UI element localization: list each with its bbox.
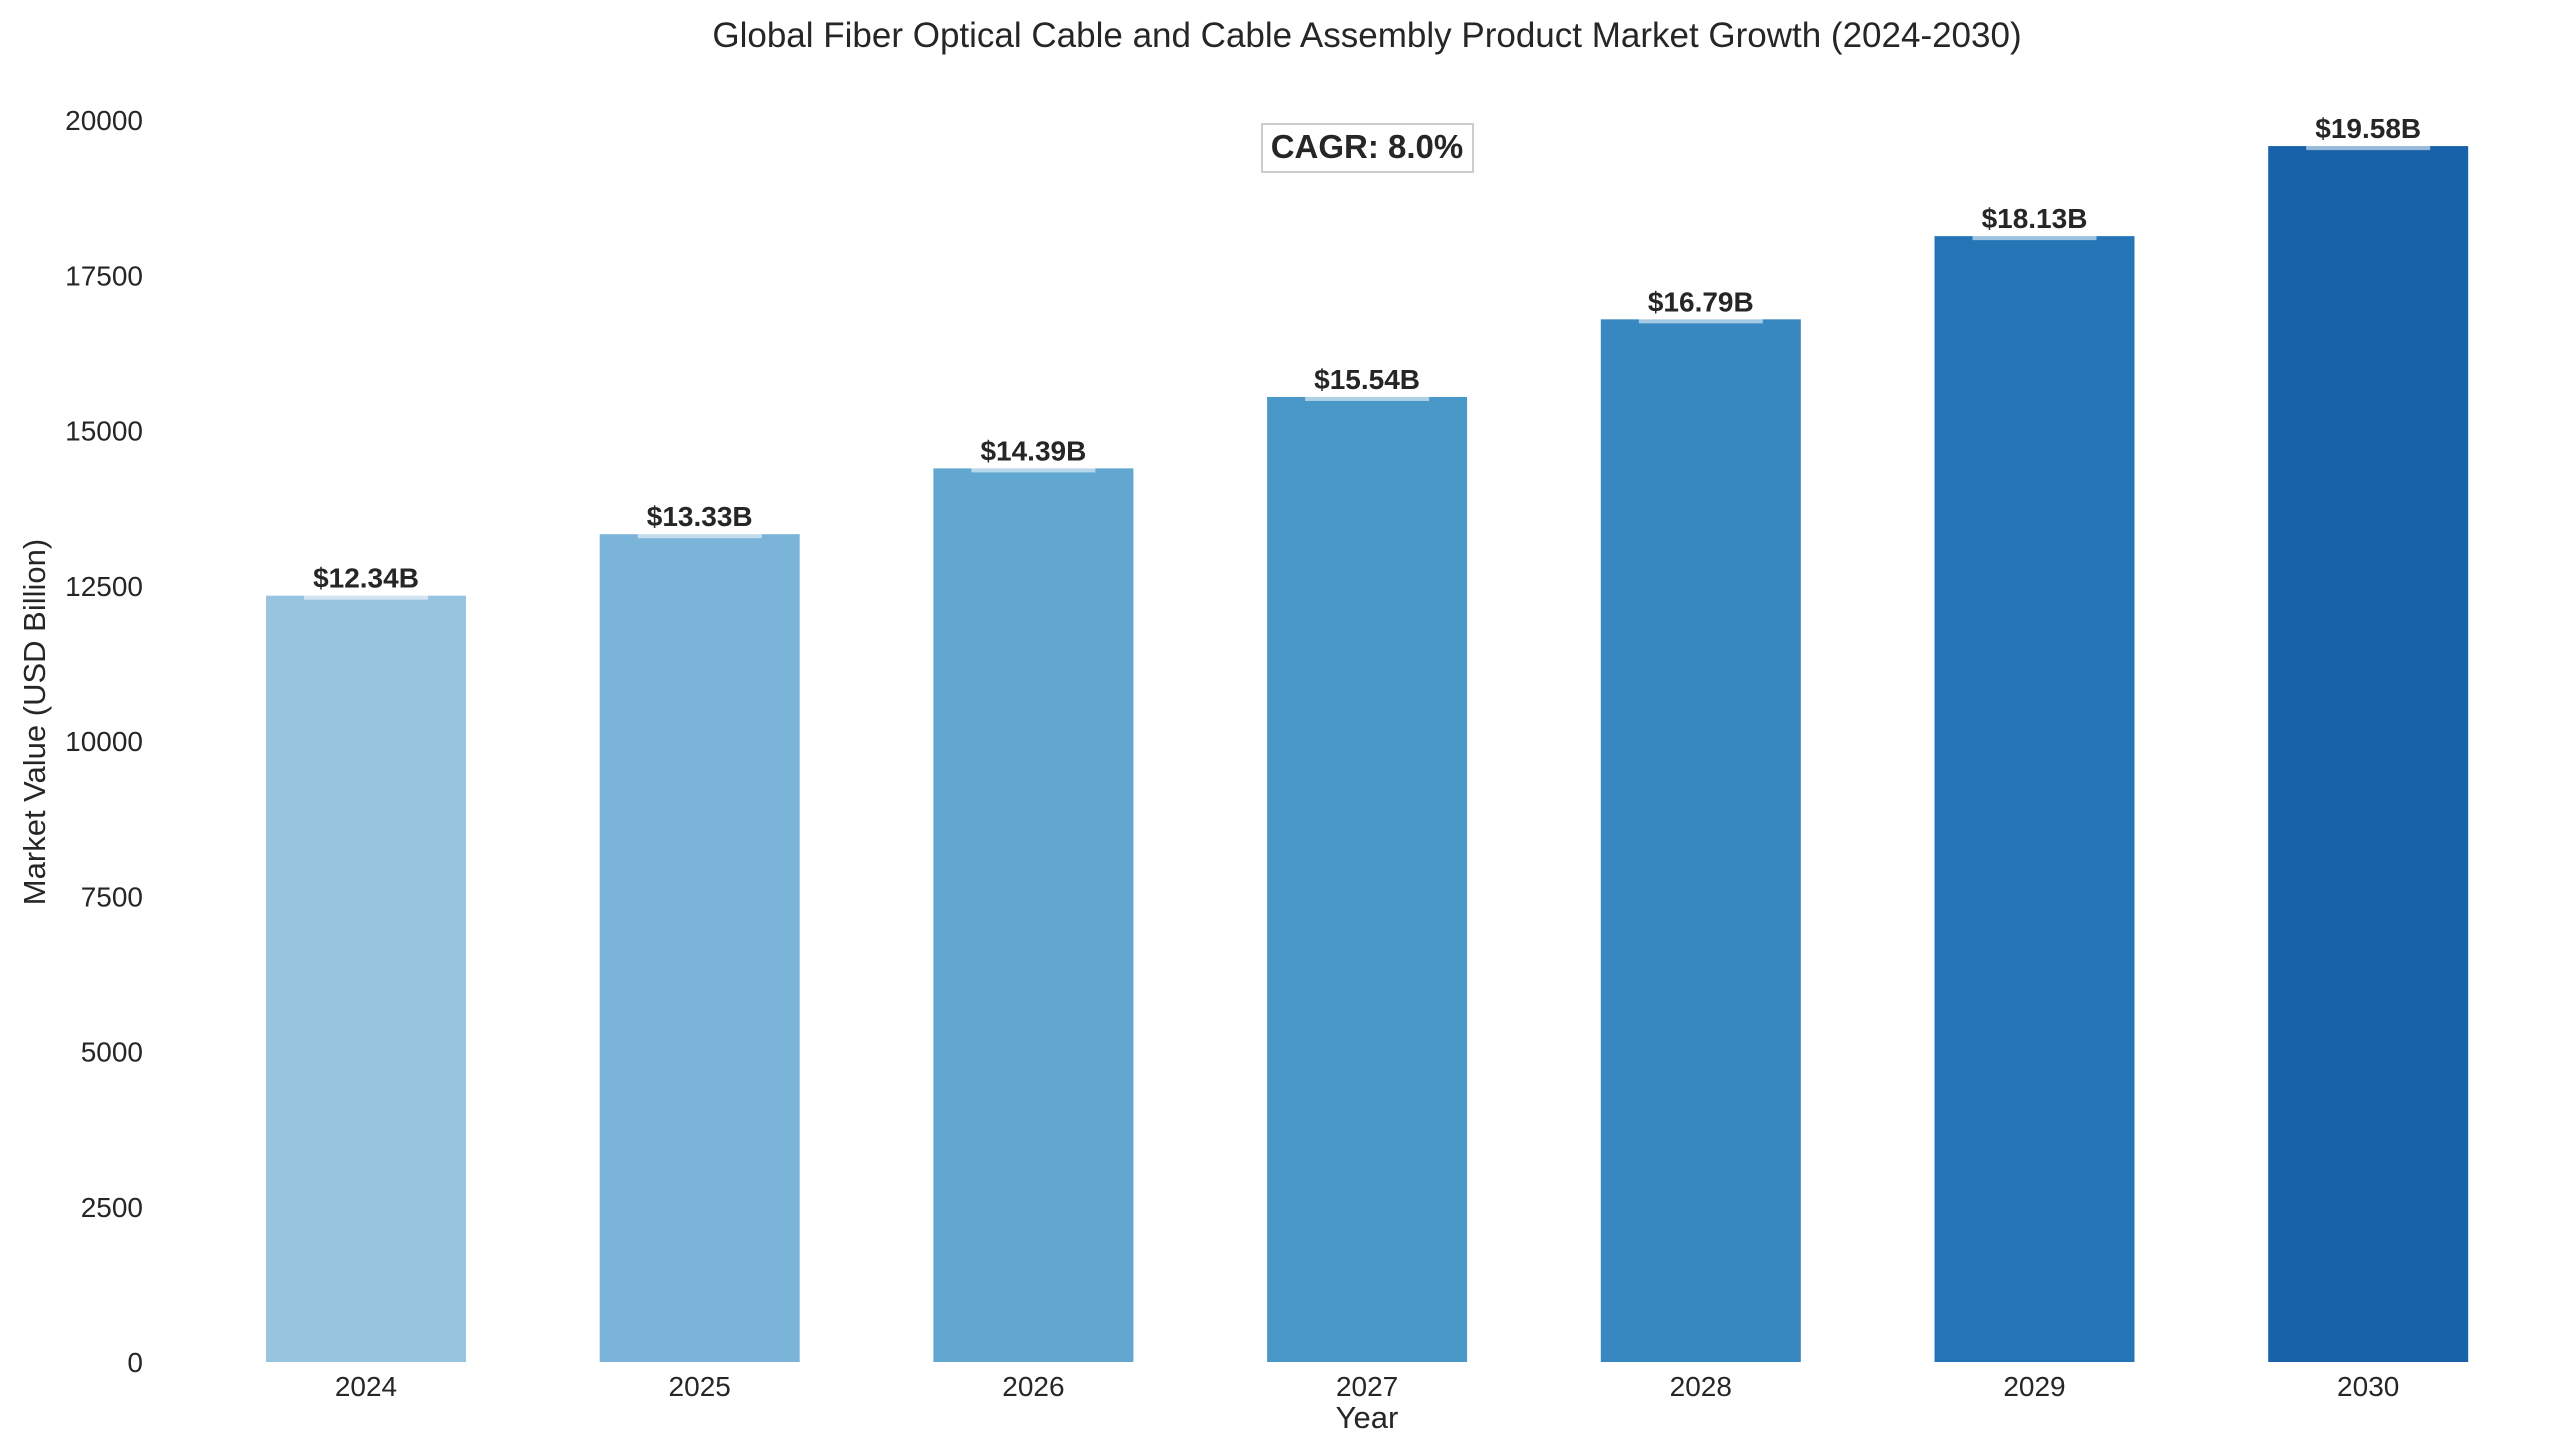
bar — [933, 468, 1134, 1363]
cagr-annotation-box — [1261, 123, 1474, 173]
data-label-background — [637, 530, 762, 539]
x-axis-label: Year — [1336, 1400, 1399, 1435]
data-label: $18.13B — [1982, 203, 2088, 234]
data-label: $19.58B — [2315, 113, 2421, 144]
cagr-annotation: CAGR: 8.0% — [1261, 123, 1474, 173]
bar — [1934, 236, 2135, 1363]
x-tick-label: 2024 — [335, 1371, 397, 1402]
data-label-background — [1305, 392, 1430, 401]
bar — [1600, 319, 1801, 1362]
bar — [599, 534, 800, 1362]
x-axis-ticks: 2024 2025 2026 2027 2028 2029 2030 — [335, 1371, 2399, 1402]
y-tick-label: 0 — [127, 1347, 143, 1378]
chart-title: Global Fiber Optical Cable and Cable Ass… — [712, 16, 2021, 55]
x-tick-label: 2025 — [669, 1371, 731, 1402]
x-tick-label: 2030 — [2337, 1371, 2399, 1402]
y-tick-label: 2500 — [81, 1192, 143, 1223]
y-tick-label: 17500 — [65, 260, 143, 291]
data-label-background — [971, 464, 1096, 473]
bar — [2268, 146, 2469, 1362]
data-label-background — [1972, 232, 2097, 241]
bar-series — [266, 146, 2469, 1363]
x-tick-label: 2029 — [2003, 1371, 2065, 1402]
data-label: $16.79B — [1648, 286, 1754, 317]
y-tick-label: 7500 — [81, 881, 143, 912]
x-tick-label: 2026 — [1002, 1371, 1064, 1402]
data-labels: $12.34B $13.33B $14.39B $15.54B $16.79B $18.1… — [304, 113, 2431, 600]
y-axis-label: Market Value (USD Billion) — [17, 539, 52, 905]
bar — [266, 595, 466, 1362]
data-label-background — [1638, 315, 1763, 324]
y-tick-label: 5000 — [81, 1037, 143, 1068]
data-label: $15.54B — [1314, 364, 1420, 395]
x-tick-label: 2028 — [1670, 1371, 1732, 1402]
data-label-background — [304, 591, 428, 600]
y-tick-label: 12500 — [65, 571, 143, 602]
data-label: $14.39B — [980, 435, 1086, 466]
y-tick-label: 20000 — [65, 105, 143, 136]
data-label-background — [2306, 142, 2431, 151]
y-tick-label: 15000 — [65, 416, 143, 447]
data-label: $12.34B — [313, 563, 419, 594]
data-label: $13.33B — [647, 501, 753, 532]
y-axis-ticks: 0 2500 5000 7500 10000 12500 15000 17500 20000 — [65, 105, 143, 1378]
y-tick-label: 10000 — [65, 726, 143, 757]
cagr-annotation-text: CAGR: 8.0% — [1271, 128, 1464, 165]
x-tick-label: 2027 — [1336, 1371, 1398, 1402]
bar — [1267, 396, 1468, 1362]
